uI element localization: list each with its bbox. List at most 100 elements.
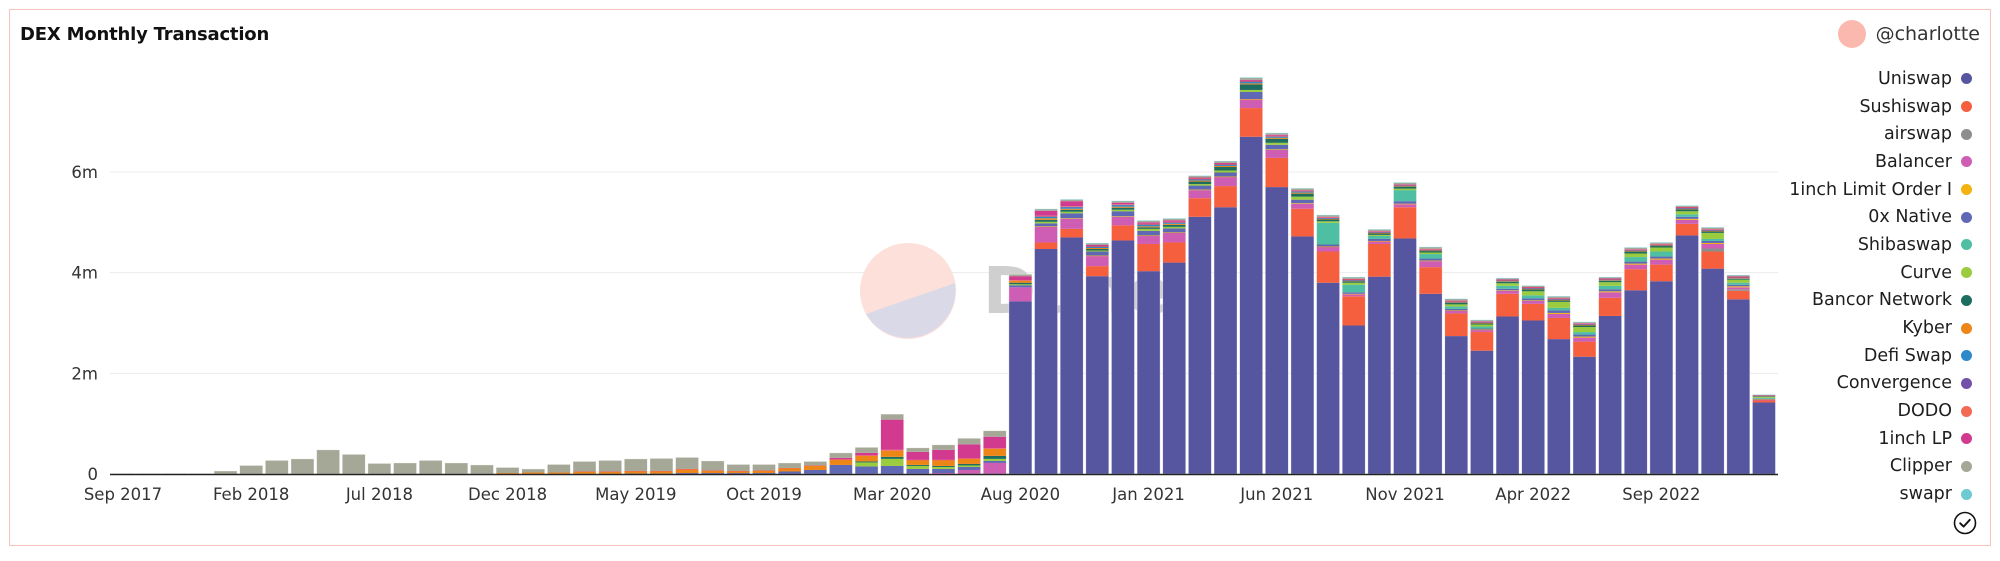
bar-segment[interactable] (265, 460, 289, 474)
bar-segment[interactable] (1060, 213, 1084, 219)
legend-item[interactable]: Convergence (1742, 370, 1972, 398)
bar-segment[interactable] (444, 462, 468, 474)
bar-segment[interactable] (880, 456, 904, 459)
bar-segment[interactable] (1188, 178, 1212, 180)
bar-segment[interactable] (1624, 263, 1648, 265)
bar-segment[interactable] (1316, 246, 1340, 248)
bar-segment[interactable] (1162, 218, 1186, 219)
bar-segment[interactable] (1393, 188, 1417, 191)
bar-segment[interactable] (1496, 316, 1520, 474)
bar-segment[interactable] (1419, 249, 1443, 250)
bar-segment[interactable] (1188, 179, 1212, 181)
bar-segment[interactable] (1726, 279, 1750, 283)
bar-segment[interactable] (1265, 187, 1289, 474)
bar-segment[interactable] (855, 455, 879, 462)
bar-segment[interactable] (624, 471, 648, 474)
bar-segment[interactable] (1598, 279, 1622, 281)
bar-segment[interactable] (419, 460, 443, 474)
bar-segment[interactable] (1188, 180, 1212, 182)
bar-segment[interactable] (1470, 322, 1494, 323)
bar-segment[interactable] (1701, 248, 1725, 252)
bar-segment[interactable] (1726, 274, 1750, 276)
bar-segment[interactable] (931, 468, 955, 473)
bar-segment[interactable] (1111, 216, 1135, 226)
bar-segment[interactable] (906, 465, 930, 469)
bar-segment[interactable] (1444, 304, 1468, 307)
bar-segment[interactable] (1137, 220, 1161, 223)
bar-segment[interactable] (1419, 258, 1443, 261)
bar-segment[interactable] (1726, 284, 1750, 287)
bar-segment[interactable] (1162, 226, 1186, 229)
bar-segment[interactable] (1316, 217, 1340, 218)
bar-segment[interactable] (1675, 219, 1699, 224)
bar-segment[interactable] (1675, 211, 1699, 215)
bar-segment[interactable] (829, 459, 853, 461)
bar-stack[interactable] (1162, 218, 1187, 475)
bar-segment[interactable] (931, 460, 955, 466)
bar-segment[interactable] (1290, 188, 1314, 191)
bar-segment[interactable] (1316, 246, 1340, 252)
bar-segment[interactable] (803, 465, 827, 467)
bar-segment[interactable] (1265, 149, 1289, 158)
bar-segment[interactable] (1496, 283, 1520, 286)
bar-segment[interactable] (1188, 184, 1212, 186)
bar-stack[interactable] (598, 460, 622, 475)
bar-segment[interactable] (1444, 302, 1468, 303)
bar-segment[interactable] (1649, 259, 1673, 265)
bar-stack[interactable] (906, 447, 930, 475)
bar-segment[interactable] (1188, 177, 1212, 179)
legend-item[interactable]: Balancer (1742, 148, 1972, 176)
bar-segment[interactable] (1008, 301, 1032, 474)
bar-segment[interactable] (1316, 218, 1340, 219)
bar-segment[interactable] (1521, 287, 1545, 289)
bar-segment[interactable] (829, 459, 853, 465)
bar-segment[interactable] (931, 444, 955, 450)
bar-segment[interactable] (1367, 229, 1391, 232)
bar-segment[interactable] (214, 470, 238, 474)
bar-segment[interactable] (1367, 229, 1391, 230)
bar-segment[interactable] (598, 471, 622, 473)
bar-segment[interactable] (1214, 170, 1238, 173)
bar-segment[interactable] (1316, 221, 1340, 223)
bar-segment[interactable] (1496, 288, 1520, 291)
bar-segment[interactable] (1675, 208, 1699, 210)
bar-stack[interactable] (239, 465, 263, 475)
bar-segment[interactable] (1572, 337, 1596, 342)
bar-segment[interactable] (1649, 281, 1673, 474)
bar-segment[interactable] (1598, 291, 1622, 293)
bar-segment[interactable] (701, 470, 725, 473)
bar-segment[interactable] (1214, 207, 1238, 474)
bar-segment[interactable] (1137, 224, 1161, 225)
bar-segment[interactable] (1649, 245, 1673, 247)
bar-segment[interactable] (1239, 79, 1263, 81)
bar-segment[interactable] (1060, 218, 1084, 219)
bar-stack[interactable] (265, 460, 289, 475)
bar-segment[interactable] (1162, 232, 1186, 233)
bar-segment[interactable] (1419, 252, 1443, 255)
bar-segment[interactable] (1162, 262, 1186, 474)
bar-stack[interactable] (1700, 226, 1725, 475)
bar-segment[interactable] (1214, 160, 1238, 162)
bar-segment[interactable] (957, 465, 981, 467)
bar-segment[interactable] (1085, 256, 1109, 267)
check-circle-icon[interactable] (1953, 511, 1977, 535)
bar-segment[interactable] (1444, 336, 1468, 474)
bar-segment[interactable] (1547, 301, 1571, 308)
bar-segment[interactable] (1060, 206, 1084, 207)
bar-segment[interactable] (1675, 216, 1699, 219)
bar-segment[interactable] (1496, 290, 1520, 294)
bar-segment[interactable] (1290, 203, 1314, 209)
bar-segment[interactable] (1034, 210, 1058, 216)
bar-segment[interactable] (1342, 277, 1366, 279)
bar-segment[interactable] (1393, 184, 1417, 186)
bar-stack[interactable] (1726, 274, 1751, 475)
bar-segment[interactable] (1444, 310, 1468, 314)
bar-segment[interactable] (1316, 215, 1340, 217)
bar-segment[interactable] (1598, 292, 1622, 298)
bar-stack[interactable] (393, 462, 417, 475)
bar-segment[interactable] (1521, 288, 1545, 289)
bar-segment[interactable] (573, 471, 597, 473)
bar-segment[interactable] (1726, 278, 1750, 280)
bar-segment[interactable] (1188, 190, 1212, 199)
bar-segment[interactable] (1598, 315, 1622, 474)
